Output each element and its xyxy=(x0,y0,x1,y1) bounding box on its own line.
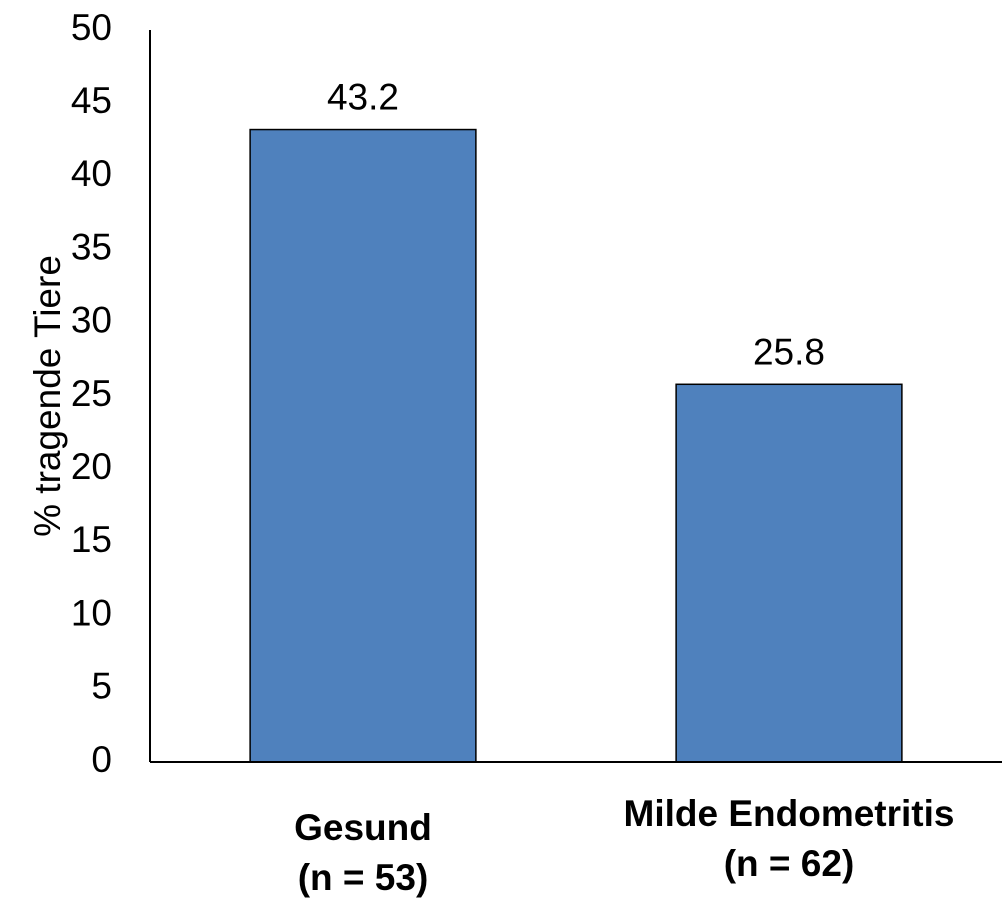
category-label: Milde Endometritis xyxy=(624,793,955,834)
y-tick-label: 50 xyxy=(71,7,112,48)
y-tick-label: 40 xyxy=(71,153,112,194)
bar xyxy=(675,383,903,763)
bar xyxy=(249,128,477,763)
y-axis-title: % tragende Tiere xyxy=(27,255,68,537)
y-tick-label: 35 xyxy=(71,226,112,267)
y-tick-label: 20 xyxy=(71,446,112,487)
y-tick-label: 25 xyxy=(71,373,112,414)
y-tick-label: 0 xyxy=(91,739,112,780)
y-tick-label: 10 xyxy=(71,592,112,633)
bar-value-label: 43.2 xyxy=(327,77,399,118)
axes xyxy=(149,30,1002,763)
y-tick-label: 30 xyxy=(71,300,112,341)
bars xyxy=(249,128,903,763)
category-label: (n = 62) xyxy=(724,843,855,884)
y-tick-label: 45 xyxy=(71,80,112,121)
y-tick-label: 5 xyxy=(91,666,112,707)
category-label: (n = 53) xyxy=(298,857,429,898)
y-tick-label: 15 xyxy=(71,519,112,560)
category-labels: Gesund (n = 53) Milde Endometritis (n = 62) xyxy=(294,793,954,898)
category-label: Gesund xyxy=(294,807,432,848)
data-labels: 43.2 25.8 xyxy=(327,77,825,373)
y-tick-labels: 0 5 10 15 20 25 30 35 40 45 50 xyxy=(71,7,112,780)
bar-value-label: 25.8 xyxy=(753,331,825,372)
